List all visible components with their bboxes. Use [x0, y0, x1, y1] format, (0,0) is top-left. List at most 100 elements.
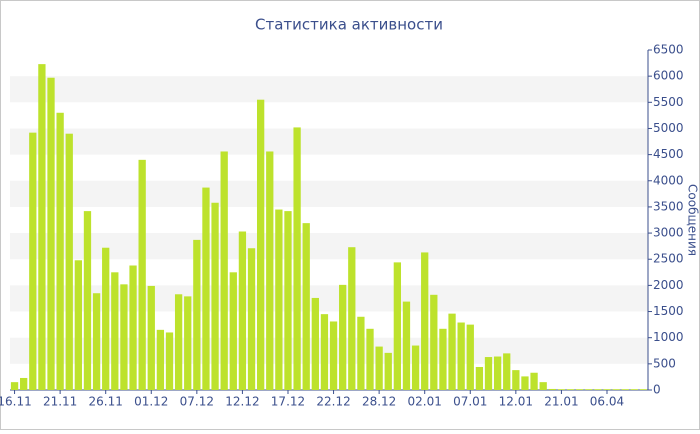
bar	[448, 313, 456, 390]
x-tick-label: 12.12	[225, 395, 259, 409]
x-tick-label: 07.12	[180, 395, 214, 409]
bar	[503, 353, 511, 390]
y-axis-label: Сообщения	[686, 184, 700, 256]
y-tick-label: 5500	[653, 95, 684, 109]
y-tick-label: 4000	[653, 173, 684, 187]
bar	[311, 297, 319, 390]
y-tick-label: 6000	[653, 69, 684, 83]
bar	[639, 389, 648, 390]
chart-title: Статистика активности	[255, 16, 443, 34]
bar	[585, 389, 593, 390]
bar	[594, 389, 602, 390]
bar	[38, 64, 46, 390]
bar	[20, 377, 28, 390]
bar	[430, 294, 438, 390]
bar	[220, 151, 228, 390]
x-tick-label: 22.12	[316, 395, 350, 409]
bar	[275, 209, 283, 390]
x-tick-label: 28.12	[362, 395, 396, 409]
bar	[92, 293, 101, 390]
bar	[402, 301, 411, 390]
y-tick-label: 6500	[653, 43, 684, 57]
bar	[357, 316, 365, 390]
bar	[174, 294, 183, 390]
y-tick-label: 4500	[653, 147, 684, 161]
bar	[348, 247, 356, 390]
bar	[612, 389, 620, 390]
bar	[539, 382, 547, 390]
bar	[566, 389, 575, 390]
bar	[10, 382, 19, 390]
x-tick-label: 21.01	[544, 395, 578, 409]
bar	[384, 352, 392, 390]
bar	[147, 285, 155, 390]
bar	[521, 376, 529, 390]
bar	[83, 211, 92, 390]
x-tick-label: 01.12	[134, 395, 168, 409]
bar	[375, 346, 383, 390]
bar	[393, 262, 402, 390]
grid-stripe	[10, 233, 648, 260]
y-tick-label: 0	[653, 383, 661, 397]
bar	[47, 77, 55, 390]
y-tick-label: 500	[653, 356, 676, 370]
bar	[138, 159, 146, 390]
y-tick-label: 1500	[653, 304, 684, 318]
bar	[548, 388, 556, 390]
bar	[320, 314, 329, 390]
x-tick-label: 02.01	[408, 395, 442, 409]
bar	[102, 247, 110, 390]
y-tick-label: 3500	[653, 199, 684, 213]
bar	[229, 272, 237, 390]
bar	[329, 321, 338, 390]
bar	[366, 328, 374, 390]
bar	[603, 389, 611, 390]
bar	[493, 356, 502, 390]
bar	[439, 328, 447, 390]
x-tick-label: 21.11	[43, 395, 77, 409]
bar	[411, 345, 420, 390]
bar	[202, 187, 210, 390]
x-tick-label: 17.12	[271, 395, 305, 409]
bar	[256, 99, 265, 390]
bar	[293, 127, 301, 391]
bar	[284, 211, 292, 390]
y-tick-label: 3000	[653, 226, 684, 240]
bar	[211, 202, 219, 390]
bar	[56, 112, 64, 391]
bar	[247, 248, 256, 390]
bar	[302, 223, 310, 390]
bar	[557, 389, 566, 390]
y-tick-label: 2000	[653, 278, 684, 292]
bar	[339, 284, 347, 390]
y-tick-label: 1000	[653, 330, 684, 344]
bar	[621, 389, 629, 390]
y-tick-label: 2500	[653, 252, 684, 266]
bar	[512, 370, 520, 390]
x-tick-label: 07.01	[453, 395, 487, 409]
bar	[630, 389, 638, 390]
x-tick-label: 26.11	[89, 395, 123, 409]
bar	[29, 132, 37, 390]
bar	[184, 296, 192, 390]
bar	[266, 151, 274, 390]
grid-stripe	[10, 180, 648, 207]
bar	[111, 272, 119, 390]
bar	[421, 252, 429, 390]
bar	[530, 372, 538, 390]
bar	[193, 239, 201, 390]
y-tick-label: 5000	[653, 121, 684, 135]
grid-stripe	[10, 128, 648, 155]
bar	[457, 322, 465, 390]
bar	[120, 284, 128, 390]
bar	[129, 265, 137, 390]
bar	[466, 324, 474, 390]
x-tick-label: 12.01	[499, 395, 533, 409]
bar	[165, 332, 174, 390]
x-tick-label: 06.04	[590, 395, 624, 409]
grid-stripe	[10, 76, 648, 103]
bar	[575, 389, 584, 390]
bar	[475, 366, 484, 390]
bar	[238, 231, 247, 390]
